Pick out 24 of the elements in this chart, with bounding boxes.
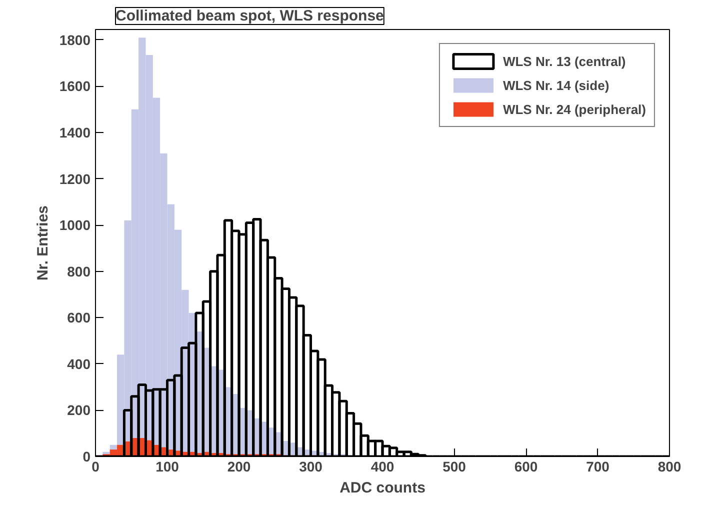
y-tick-label: 0 [82,448,91,464]
y-tick-label: 800 [67,263,91,280]
y-tick-label: 1600 [59,78,91,94]
x-tick-label: 500 [442,458,466,474]
x-tick-label: 200 [227,458,251,474]
y-tick-label: 600 [67,310,91,326]
y-tick-label: 400 [67,356,91,372]
x-tick-label: 300 [299,458,323,474]
chart-title: Collimated beam spot, WLS response [116,8,384,24]
y-axis-title: Nr. Entries [34,205,52,281]
x-tick-label: 400 [370,458,394,474]
y-tick-label: 1800 [59,32,91,48]
x-tick-label: 700 [586,458,610,474]
x-tick-label: 600 [514,458,538,474]
x-tick-label: 800 [658,458,682,474]
y-tick-label: 1000 [59,217,91,234]
x-axis-title: ADC counts [340,480,426,496]
legend-label: WLS Nr. 14 (side) [502,78,610,92]
y-tick-label: 1200 [59,170,91,187]
y-tick-label: 200 [67,402,91,418]
legend-label: WLS Nr. 13 (central) [502,54,626,68]
x-tick-label: 100 [156,458,180,474]
y-tick-label: 1400 [59,124,91,140]
legend-label: WLS Nr. 24 (peripheral) [502,102,646,116]
